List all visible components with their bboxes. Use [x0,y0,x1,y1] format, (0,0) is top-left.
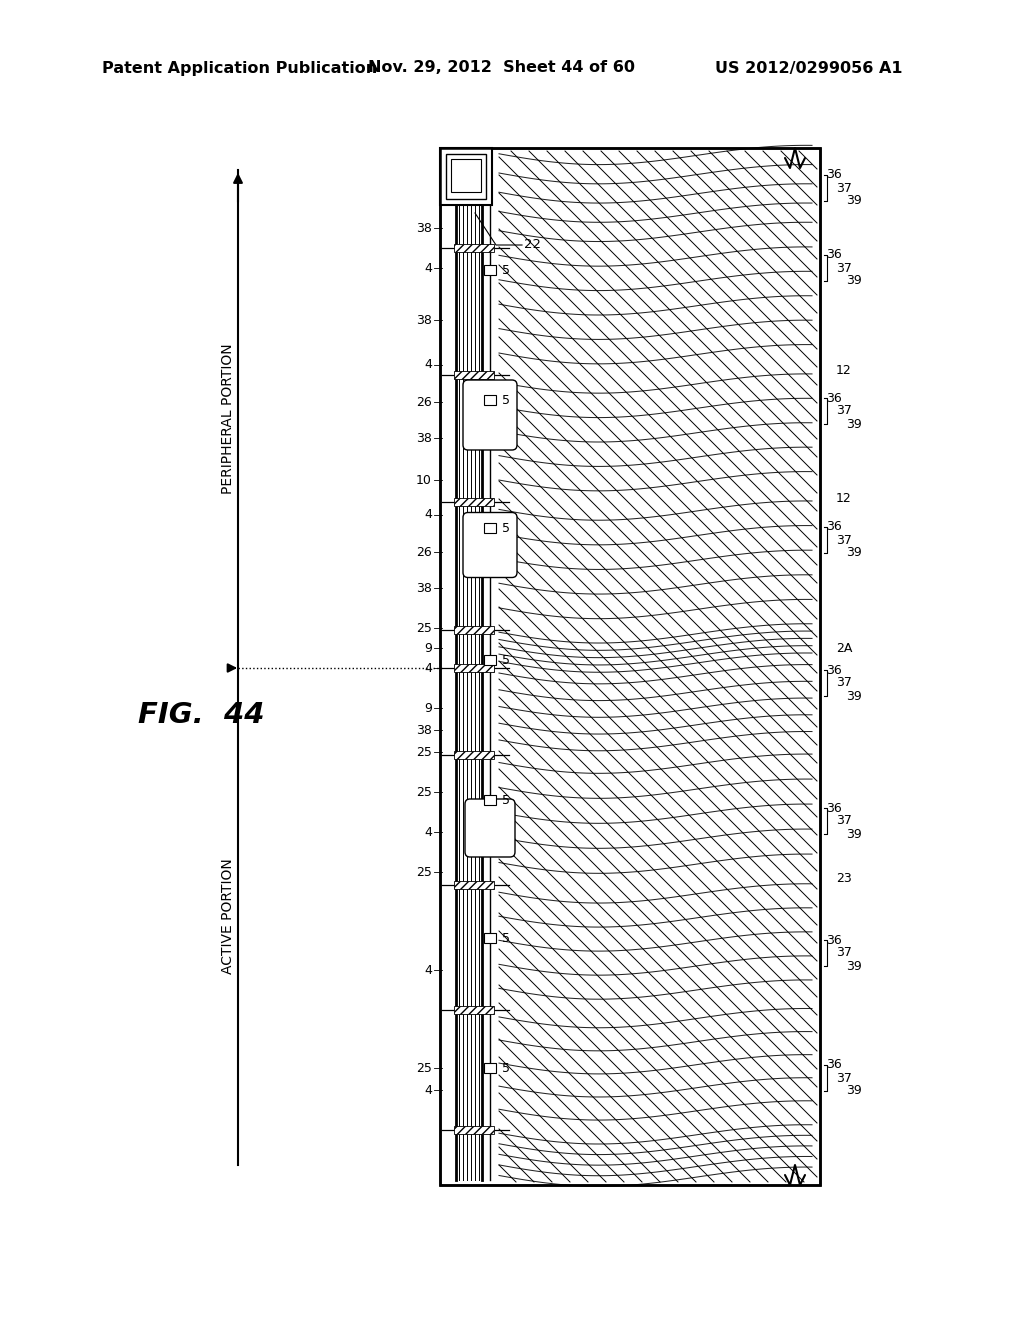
Text: 5: 5 [502,793,510,807]
Text: 37: 37 [836,946,852,960]
Bar [440,148,820,1185]
Text: 25: 25 [416,785,432,799]
Bar [484,1063,496,1073]
Text: 36: 36 [826,169,842,181]
FancyBboxPatch shape [465,799,515,857]
Text: 39: 39 [846,546,862,560]
Text: ACTIVE PORTION: ACTIVE PORTION [221,858,234,974]
Text: 4: 4 [424,964,432,977]
Text: 25: 25 [416,866,432,879]
Text: 4: 4 [424,508,432,521]
Text: 5: 5 [502,521,510,535]
Bar [454,371,494,379]
Text: 4: 4 [424,261,432,275]
Text: 37: 37 [836,676,852,689]
Bar [484,933,496,942]
Text: PERIPHERAL PORTION: PERIPHERAL PORTION [221,343,234,494]
Text: Nov. 29, 2012  Sheet 44 of 60: Nov. 29, 2012 Sheet 44 of 60 [368,61,635,75]
Text: 4: 4 [424,825,432,838]
Text: 39: 39 [846,689,862,702]
Text: 39: 39 [846,960,862,973]
Text: 25: 25 [416,1061,432,1074]
Text: 36: 36 [826,664,842,676]
Bar [454,244,494,252]
Bar [484,265,496,275]
Text: 25: 25 [416,622,432,635]
Text: 23: 23 [836,871,852,884]
Text: 9: 9 [424,642,432,655]
Text: 26: 26 [416,396,432,408]
Text: 38: 38 [416,723,432,737]
Bar [484,795,496,805]
Text: 39: 39 [846,194,862,207]
Text: 36: 36 [826,520,842,533]
Bar [454,751,494,759]
Text: 12: 12 [836,363,852,376]
Text: 5: 5 [502,1061,510,1074]
Text: 36: 36 [826,248,842,261]
FancyBboxPatch shape [463,380,517,450]
FancyBboxPatch shape [463,512,517,578]
Text: Patent Application Publication: Patent Application Publication [102,61,377,75]
Text: 26: 26 [416,545,432,558]
Text: 36: 36 [826,392,842,404]
Text: 4: 4 [424,359,432,371]
Text: 38: 38 [416,222,432,235]
Text: 38: 38 [416,314,432,326]
Text: 36: 36 [826,933,842,946]
Text: FIG.  44: FIG. 44 [138,701,264,729]
Bar [446,154,486,199]
Bar [484,655,496,665]
Text: 39: 39 [846,275,862,288]
Bar [454,664,494,672]
Text: 25: 25 [416,746,432,759]
Text: 12: 12 [836,491,852,504]
Text: 39: 39 [846,417,862,430]
Text: 39: 39 [846,828,862,841]
Bar [440,148,492,205]
Bar [454,1126,494,1134]
Bar [454,880,494,888]
Bar [484,523,496,533]
Text: 38: 38 [416,582,432,594]
Text: 9: 9 [424,701,432,714]
Bar [451,158,481,191]
Text: 37: 37 [836,814,852,828]
Text: 5: 5 [502,932,510,945]
Text: 36: 36 [826,801,842,814]
Text: 37: 37 [836,181,852,194]
Bar [454,626,494,634]
Bar [499,150,817,1181]
Text: 38: 38 [416,432,432,445]
Bar [440,148,820,1185]
Text: 5: 5 [502,264,510,276]
Text: 36: 36 [826,1059,842,1072]
Text: 2A: 2A [836,642,852,655]
Text: 4: 4 [424,1084,432,1097]
Text: 37: 37 [836,1072,852,1085]
Text: 39: 39 [846,1085,862,1097]
Text: 5: 5 [502,653,510,667]
Text: 5: 5 [502,393,510,407]
Bar [454,1006,494,1014]
Text: 37: 37 [836,261,852,275]
Bar [454,498,494,506]
Text: 37: 37 [836,404,852,417]
Text: 37: 37 [836,533,852,546]
Text: 22: 22 [524,239,541,252]
Text: 4: 4 [424,661,432,675]
Text: US 2012/0299056 A1: US 2012/0299056 A1 [715,61,902,75]
Bar [484,395,496,405]
Text: 10: 10 [416,474,432,487]
